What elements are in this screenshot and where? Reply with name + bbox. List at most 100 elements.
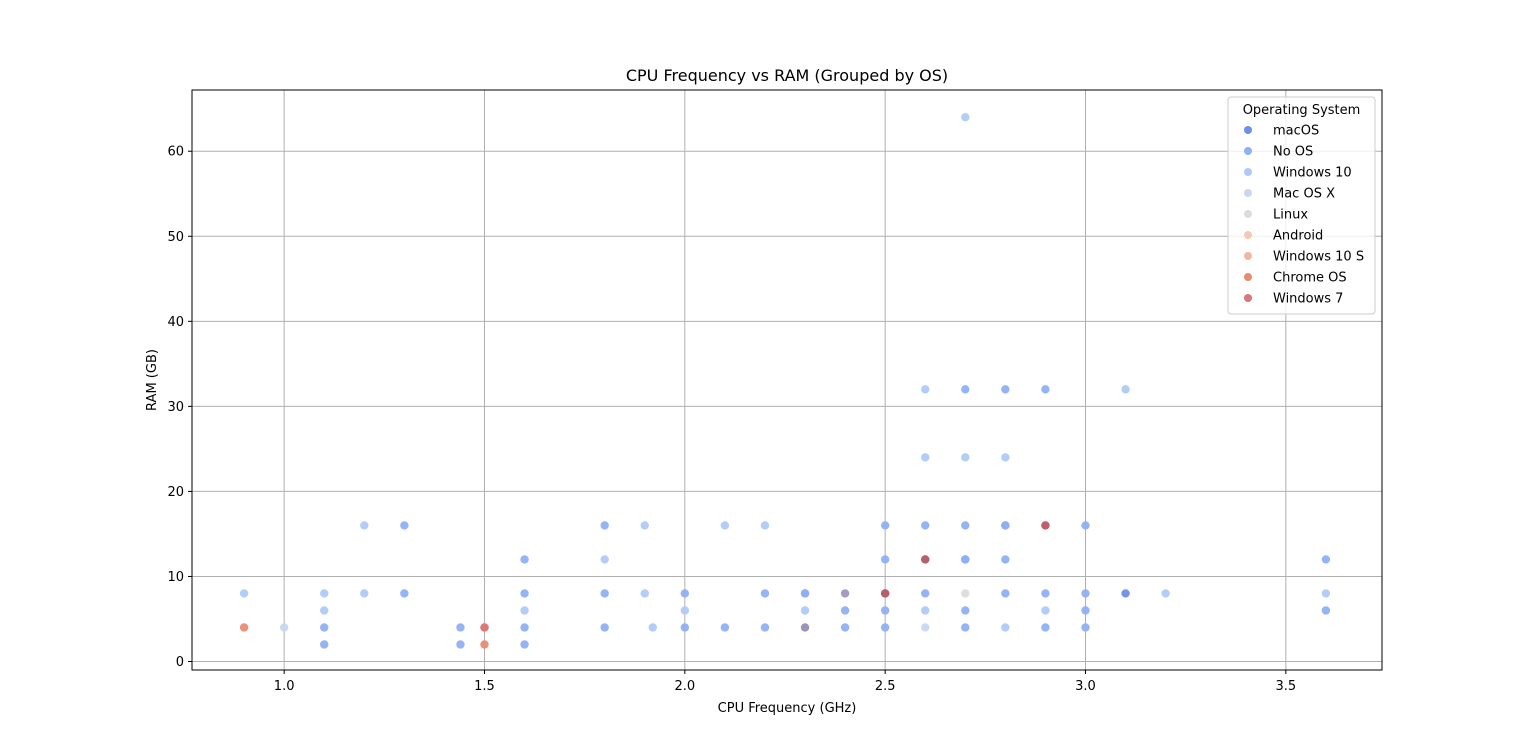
point-no-os (1321, 555, 1331, 564)
x-axis-ticks: 1.0 1.5 2.0 2.5 3.0 3.5 (274, 670, 1296, 694)
legend-items: macOS No OS Windows 10 Mac OS X Linux Android… (1244, 124, 1364, 307)
point-no-os (520, 555, 529, 564)
y-tick-label: 30 (167, 400, 184, 415)
y-axis-label: RAM (GB) (145, 349, 160, 411)
x-axis-label: CPU Frequency (GHz) (718, 701, 857, 716)
point-no-os (1321, 606, 1331, 615)
legend-marker-macos (1244, 126, 1252, 134)
point-no-os (840, 623, 850, 632)
point-windows-10 (1041, 606, 1050, 615)
point-windows-10 (961, 113, 970, 122)
point-no-os (1081, 606, 1090, 615)
point-windows-10 (320, 606, 329, 615)
point-no-os (1081, 589, 1090, 598)
point-no-os (600, 623, 609, 632)
point-no-os (680, 589, 690, 598)
point-no-os (1041, 589, 1050, 598)
point-windows-10 (760, 521, 770, 530)
legend-marker-mac-os-x (1244, 189, 1252, 197)
point-no-os (961, 521, 970, 530)
point-no-os (880, 606, 890, 615)
point-windows-10 (720, 521, 730, 530)
point-no-os (760, 589, 770, 598)
legend-marker-windows-10-s (1244, 252, 1252, 260)
legend: Operating System macOS No OS Windows 10 Mac… (1227, 96, 1376, 315)
plot-frame (191, 89, 1383, 671)
point-no-os (1001, 589, 1010, 598)
point-windows-10 (921, 606, 930, 615)
point-windows-10 (1001, 453, 1010, 462)
point-windows-10 (320, 589, 329, 598)
point-windows-10 (1001, 623, 1010, 632)
point-windows-10 (1321, 589, 1331, 598)
legend-marker-windows-7 (1244, 294, 1252, 302)
data-points (239, 113, 1331, 649)
point-overlap (840, 589, 850, 598)
point-no-os (320, 623, 329, 632)
y-tick-label: 0 (176, 655, 184, 670)
legend-label-android: Android (1273, 229, 1323, 244)
point-overlap (1041, 521, 1050, 530)
point-windows-10 (921, 453, 930, 462)
y-tick-label: 40 (167, 315, 184, 330)
x-tick-label: 3.5 (1275, 679, 1296, 694)
legend-marker-linux (1244, 210, 1252, 218)
point-no-os (600, 521, 609, 530)
point-mac-os-x (279, 623, 289, 632)
point-no-os (320, 640, 329, 649)
point-windows-10 (1161, 589, 1170, 598)
legend-label-macos: macOS (1273, 124, 1319, 139)
point-no-os (961, 623, 970, 632)
point-no-os (880, 521, 890, 530)
x-tick-label: 2.0 (674, 679, 695, 694)
point-no-os (1081, 623, 1090, 632)
point-no-os (520, 589, 529, 598)
point-windows-10 (360, 589, 369, 598)
point-no-os (600, 589, 609, 598)
legend-label-chrome-os: Chrome OS (1273, 271, 1347, 286)
point-no-os (520, 640, 529, 649)
legend-marker-no-os (1244, 147, 1252, 155)
point-no-os (400, 589, 409, 598)
point-no-os (680, 623, 690, 632)
x-tick-label: 1.0 (274, 679, 295, 694)
point-windows-10 (921, 385, 930, 394)
x-tick-label: 1.5 (474, 679, 495, 694)
point-no-os (520, 623, 529, 632)
legend-label-windows-7: Windows 7 (1273, 292, 1343, 307)
point-no-os (961, 385, 970, 394)
point-windows-10 (239, 589, 249, 598)
y-tick-label: 20 (167, 485, 184, 500)
point-windows-10 (640, 589, 649, 598)
point-macos (1121, 589, 1130, 598)
point-no-os (760, 623, 770, 632)
point-no-os (961, 606, 970, 615)
y-tick-label: 50 (167, 230, 184, 245)
point-overlap (800, 623, 810, 632)
point-mac-os-x (921, 623, 930, 632)
point-no-os (880, 623, 890, 632)
legend-label-mac-os-x: Mac OS X (1273, 187, 1335, 202)
point-windows-10 (360, 521, 369, 530)
point-chrome-os (480, 640, 489, 649)
legend-title: Operating System (1243, 103, 1361, 118)
point-overlap (921, 555, 930, 564)
chart-title: CPU Frequency vs RAM (Grouped by OS) (626, 66, 948, 85)
point-no-os (1001, 385, 1010, 394)
point-no-os (1001, 521, 1010, 530)
point-no-os (1081, 521, 1090, 530)
point-windows-7 (480, 623, 489, 632)
point-no-os (921, 521, 930, 530)
y-axis-ticks: 0 10 20 30 40 50 60 (167, 145, 192, 670)
point-windows-10 (640, 521, 649, 530)
y-tick-label: 10 (167, 570, 184, 585)
point-no-os (880, 555, 890, 564)
x-tick-label: 2.5 (875, 679, 896, 694)
point-windows-10 (680, 606, 690, 615)
point-windows-10 (600, 555, 609, 564)
point-overlap (880, 589, 890, 598)
point-no-os (921, 589, 930, 598)
point-windows-10 (1121, 385, 1130, 394)
point-no-os (961, 555, 970, 564)
